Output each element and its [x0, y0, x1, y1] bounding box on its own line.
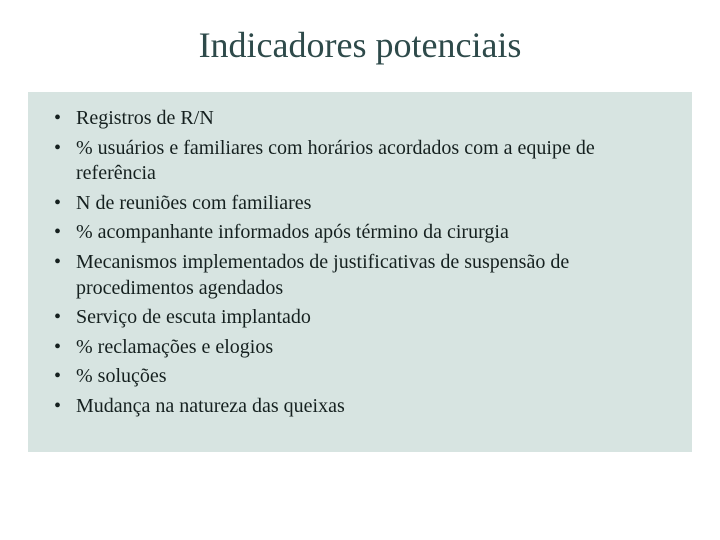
list-item: N de reuniões com familiares — [50, 191, 678, 217]
page-title: Indicadores potenciais — [0, 0, 720, 84]
slide: Indicadores potenciais Registros de R/N%… — [0, 0, 720, 540]
list-item: Mecanismos implementados de justificativ… — [50, 250, 678, 301]
list-item: Mudança na natureza das queixas — [50, 394, 678, 420]
content-box: Registros de R/N % usuários e familiares … — [28, 92, 692, 452]
list-item: Registros de R/N — [50, 106, 678, 132]
list-item: % soluções — [50, 364, 678, 390]
list-item: % usuários e familiares com horários aco… — [50, 136, 678, 187]
bullet-list: Registros de R/N % usuários e familiares … — [42, 106, 678, 420]
list-item: % acompanhante informados após término d… — [50, 220, 678, 246]
list-item: % reclamações e elogios — [50, 335, 678, 361]
list-item: Serviço de escuta implantado — [50, 305, 678, 331]
